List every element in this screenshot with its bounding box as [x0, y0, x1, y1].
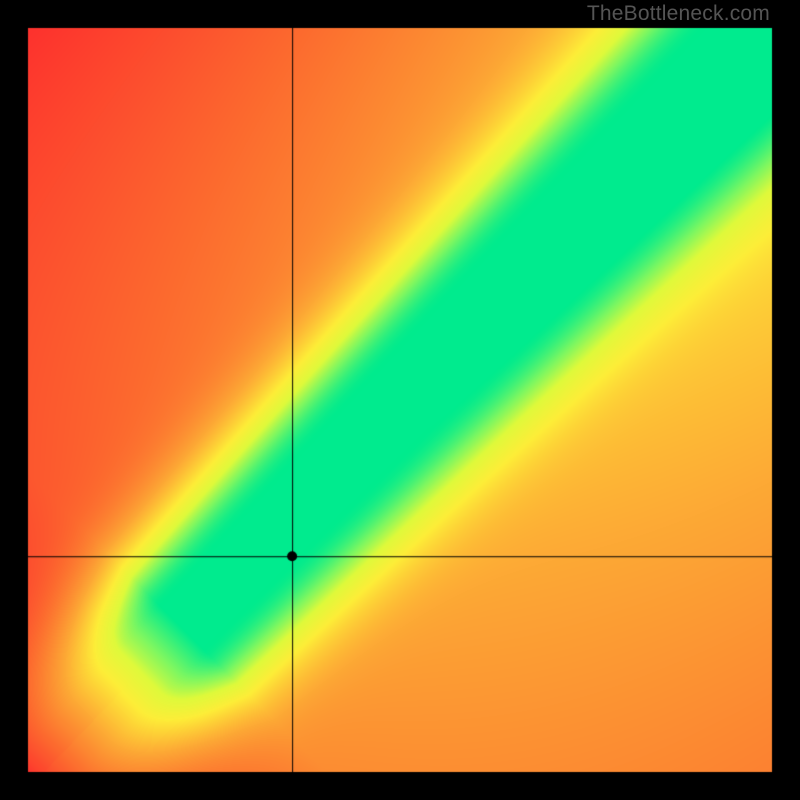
chart-container: TheBottleneck.com	[0, 0, 800, 800]
bottleneck-heatmap	[0, 0, 800, 800]
watermark-text: TheBottleneck.com	[587, 2, 770, 26]
